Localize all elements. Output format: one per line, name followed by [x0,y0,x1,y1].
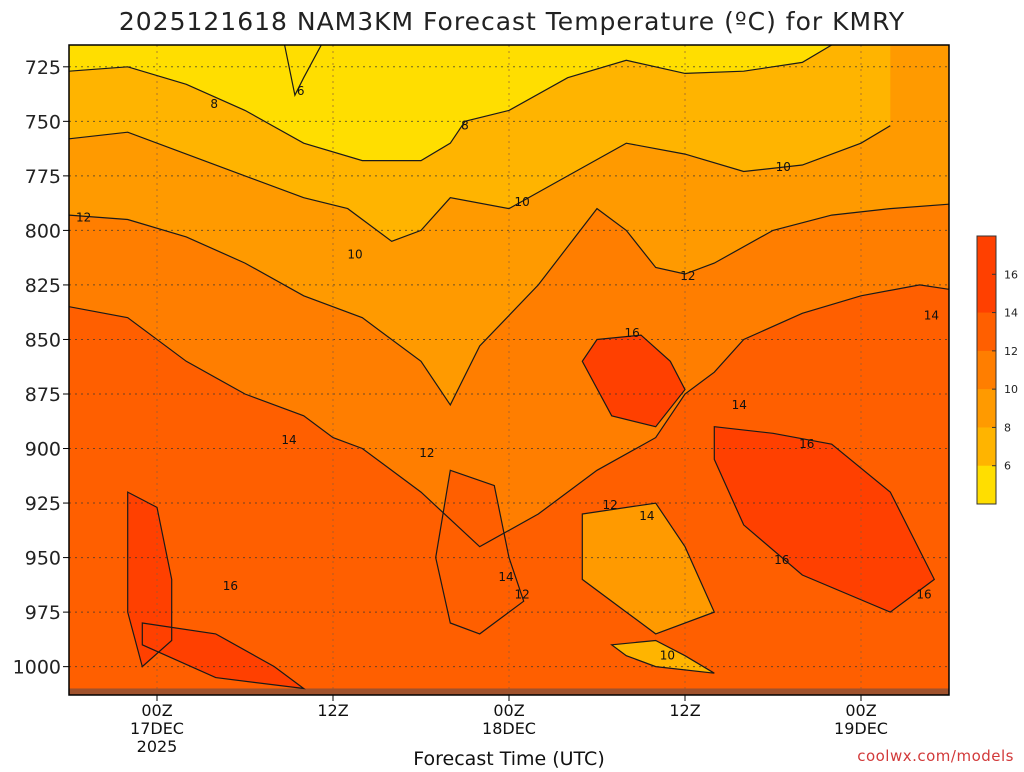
x-axis-label: Forecast Time (UTC) [413,748,604,768]
legend-swatch-3 [977,350,996,390]
y-tick-label-925: 925 [25,493,61,515]
y-tick-label-800: 800 [25,220,61,242]
grid-lines [69,45,949,695]
legend-label-8: 8 [1004,421,1011,434]
y-tick-label-850: 850 [25,329,61,351]
y-tick-label-950: 950 [25,548,61,570]
contour-label-7: 12 [76,210,91,224]
contour-label-1: 8 [210,97,218,111]
x-tick-label-6-0: 00Z [141,701,172,720]
contour-labels: 6881010101012121212121414141414161616161… [76,84,939,663]
legend-label-14: 14 [1004,307,1018,320]
x-tick-label-30-1: 18DEC [482,719,536,738]
contour-16-5 [581,334,686,428]
contour-16-6 [713,426,936,613]
legend-swatch-6 [977,465,996,505]
x-tick-label-42-0: 12Z [669,701,700,720]
contour-label-21: 16 [223,579,238,593]
contour-label-11: 12 [515,588,530,602]
ground-band [69,688,949,695]
contour-12-10 [581,502,716,635]
x-tick-label-30-0: 00Z [493,701,524,720]
fill-cell-16-2 [127,492,172,667]
y-tick-label-1000: 1000 [13,657,61,679]
contour-lines [69,45,949,690]
y-tick-label-875: 875 [25,384,61,406]
contour-label-19: 16 [774,553,789,567]
contour-label-9: 12 [419,446,434,460]
contour-10-11 [610,639,715,674]
contour-label-4: 10 [347,247,362,261]
legend-label-6: 6 [1004,460,1011,473]
contour-label-8: 12 [680,269,695,283]
fill-cell-10-6 [611,640,715,674]
contour-label-15: 14 [639,509,654,523]
contour-label-18: 16 [799,437,814,451]
fill-cell-16-1 [714,426,935,613]
fill-band-below-6 [284,45,322,96]
fill-cell-16-3 [142,623,304,689]
fill-cell-14-4 [435,470,524,634]
contour-label-2: 8 [461,119,469,133]
x-tick-label-6-2: 2025 [137,737,178,756]
y-tick-label-725: 725 [25,57,61,79]
x-tick-label-18-0: 12Z [317,701,348,720]
y-tick-label-825: 825 [25,275,61,297]
contour-6-0 [284,45,322,98]
legend-label-12: 12 [1004,345,1018,358]
chart-title: 2025121618 NAM3KM Forecast Temperature (… [119,7,905,36]
contour-label-0: 6 [297,84,305,98]
contour-label-13: 14 [732,398,747,412]
legend-swatch-2 [977,312,996,352]
contour-14-9 [435,469,525,635]
contour-label-12: 14 [281,433,296,447]
legend-swatch-5 [977,427,996,467]
color-legend: 16 14 12 10 8 6 [976,235,1018,505]
contour-16-7 [127,491,173,668]
credit-text: coolwx.com/models [857,747,1014,765]
y-tick-label-775: 775 [25,166,61,188]
contour-14-4 [69,284,949,548]
contour-16-8 [141,622,306,690]
contour-label-3: 10 [515,195,530,209]
y-tick-label-975: 975 [25,602,61,624]
y-tick-label-900: 900 [25,439,61,461]
legend-swatch-0 [977,236,996,275]
plot-area: 6881010101012121212121414141414161616161… [68,44,950,696]
fill-cell-16-0 [582,335,685,427]
contour-label-14: 14 [924,308,939,322]
fill-cell-12-5 [582,503,715,634]
contour-label-5: 10 [776,160,791,174]
x-tick-label-6-1: 17DEC [130,719,184,738]
contour-12-3 [69,203,949,407]
contour-label-10: 12 [603,498,618,512]
legend-swatch-4 [977,389,996,428]
legend-swatch-1 [977,274,996,314]
legend-frame [976,235,997,505]
contour-label-20: 16 [916,588,931,602]
legend-label-16: 16 [1004,268,1018,281]
contour-label-6: 10 [660,649,675,663]
y-tick-label-750: 750 [25,111,61,133]
x-tick-label-54-1: 19DEC [834,719,888,738]
contour-label-16: 14 [498,570,513,584]
legend-label-10: 10 [1004,383,1018,396]
contour-10-2 [69,125,891,242]
axes: 725 750 775 800 825 850 875 900 925 950 975 1000 00Z… [13,57,888,756]
fill-band-below-8 [69,45,832,161]
contour-8-1 [69,45,833,162]
x-tick-label-54-0: 00Z [845,701,876,720]
contour-label-17: 16 [625,326,640,340]
